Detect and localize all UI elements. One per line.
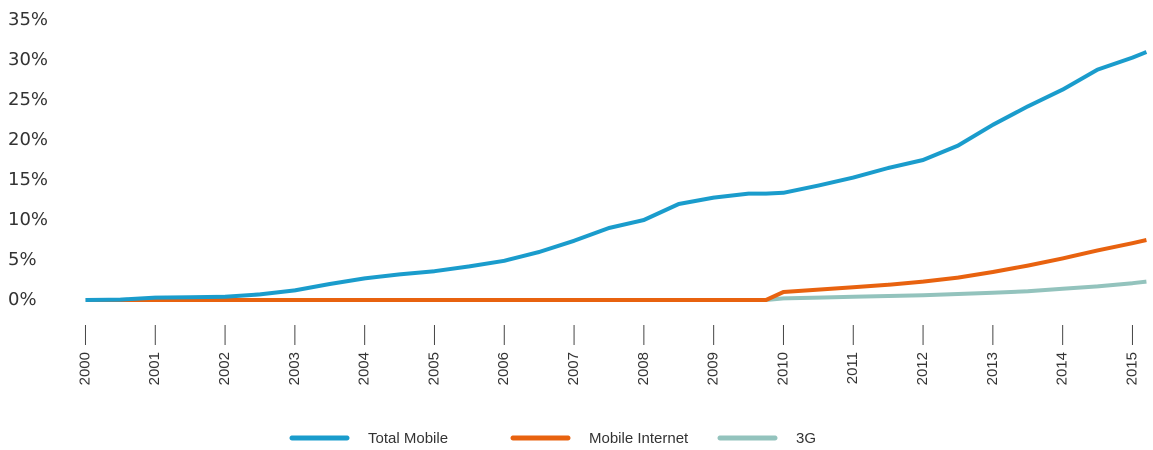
series-line — [85, 50, 1148, 302]
x-tick-label: 2014 — [1054, 352, 1071, 385]
x-tick-label: 2013 — [984, 352, 1001, 385]
y-tick-label: 30% — [8, 49, 48, 70]
legend-label: Total Mobile — [368, 430, 448, 447]
x-tick-label: 2015 — [1123, 352, 1140, 385]
y-tick-label: 10% — [8, 209, 48, 230]
series-line — [765, 279, 1147, 302]
x-tick-label: 2009 — [705, 352, 722, 385]
x-tick-label: 2008 — [635, 352, 652, 385]
y-tick-label: 20% — [8, 129, 48, 150]
y-tick-label: 25% — [8, 89, 48, 110]
x-tick-label: 2011 — [844, 352, 861, 384]
y-tick-label: 0% — [8, 289, 37, 310]
x-tick-label: 2006 — [495, 352, 512, 385]
y-tick-label: 15% — [8, 169, 48, 190]
x-tick-label: 2000 — [76, 352, 93, 385]
x-tick-label: 2004 — [356, 352, 373, 385]
x-tick-label: 2010 — [774, 352, 791, 385]
legend-label: Mobile Internet — [589, 430, 689, 447]
y-tick-label: 35% — [8, 9, 48, 30]
x-tick-label: 2005 — [425, 352, 442, 385]
y-tick-label: 5% — [8, 249, 37, 270]
x-tick-label: 2012 — [914, 352, 931, 385]
x-tick-label: 2003 — [286, 352, 303, 385]
x-tick-label: 2001 — [146, 352, 163, 385]
x-tick-label: 2007 — [565, 352, 582, 385]
series-line — [85, 238, 1147, 302]
x-tick-label: 2002 — [216, 352, 233, 385]
legend-label: 3G — [796, 430, 816, 447]
